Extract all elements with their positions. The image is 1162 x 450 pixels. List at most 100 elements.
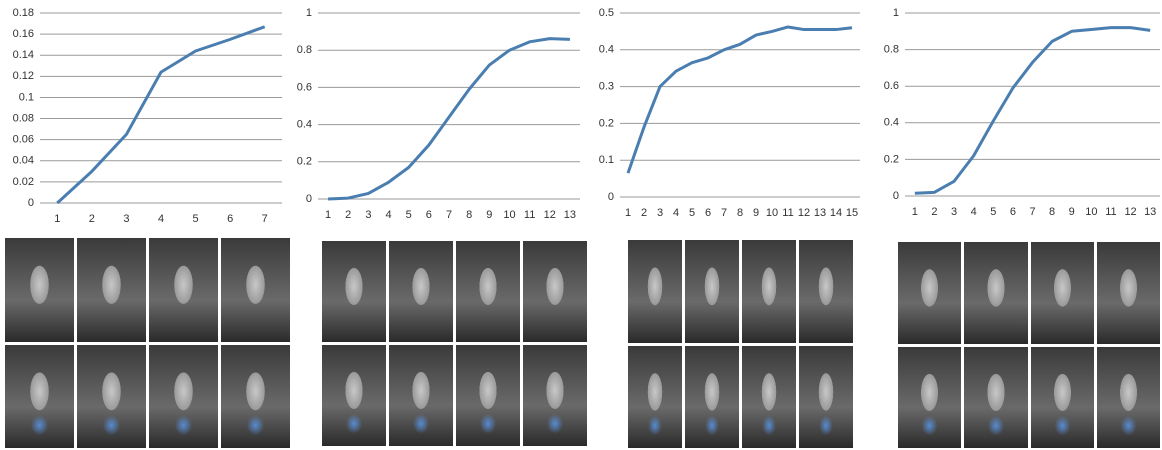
y-tick-label: 0 [306,193,312,205]
y-tick-label: 0.8 [884,44,899,56]
page: {"chart_data": [ {"type": "line", "categ… [0,0,1162,450]
y-tick-label: 0.04 [13,155,34,167]
x-tick-label: 7 [262,213,268,225]
x-tick-label: 5 [990,206,996,218]
y-tick-label: 0.12 [13,70,34,82]
y-tick-label: 0.6 [297,81,312,93]
y-tick-label: 0.8 [297,44,312,56]
face-image [523,241,587,342]
heatmap-image [389,345,453,446]
x-tick-label: 12 [798,207,810,219]
y-tick-label: 0.4 [884,117,899,129]
y-tick-label: 0.02 [13,176,34,188]
x-tick-label: 4 [158,213,164,225]
x-tick-label: 14 [830,207,842,219]
data-line [628,27,852,173]
x-tick-label: 7 [721,207,727,219]
y-tick-label: 0.2 [297,156,312,168]
x-tick-label: 10 [503,209,515,221]
y-tick-label: 0.4 [599,44,614,56]
x-tick-label: 8 [466,209,472,221]
face-image [322,241,386,342]
face-image [389,241,453,342]
face-image [1097,242,1160,344]
heatmap-image [898,347,961,449]
heatmap-image [742,346,796,449]
face-image [77,238,146,342]
y-tick-label: 0.06 [13,134,34,146]
x-tick-label: 10 [1085,206,1097,218]
face-image [799,240,853,343]
face-image [964,242,1027,344]
x-tick-label: 1 [325,209,331,221]
x-tick-label: 1 [912,206,918,218]
face-image [221,238,290,342]
face-sequence [322,241,587,446]
x-tick-label: 6 [705,207,711,219]
x-tick-label: 6 [227,213,233,225]
x-tick-label: 12 [1124,206,1136,218]
heatmap-image [322,345,386,446]
face-image [149,238,218,342]
data-line [57,27,264,203]
y-tick-label: 0.08 [13,112,34,124]
y-tick-label: 0.1 [19,91,34,103]
y-tick-label: 0.4 [297,119,312,131]
face-image [456,241,520,342]
y-tick-label: 0 [608,191,614,203]
data-line [915,28,1150,194]
y-tick-label: 0.2 [884,153,899,165]
data-line [328,39,570,199]
x-tick-label: 8 [737,207,743,219]
y-tick-label: 0.16 [13,28,34,40]
face-image [1031,242,1094,344]
heatmap-image [685,346,739,449]
face-sequence [898,242,1160,448]
y-tick-label: 0.1 [599,154,614,166]
face-image [5,238,74,342]
x-tick-label: 6 [1010,206,1016,218]
heatmap-image [149,345,218,449]
y-tick-label: 0.14 [13,49,34,61]
face-image [742,240,796,343]
face-image [628,240,682,343]
x-tick-label: 9 [1069,206,1075,218]
x-tick-label: 11 [1105,206,1116,218]
x-tick-label: 5 [193,213,199,225]
heatmap-image [1031,347,1094,449]
x-tick-label: 7 [446,209,452,221]
x-tick-label: 3 [365,209,371,221]
x-tick-label: 15 [846,207,858,219]
heatmap-image [5,345,74,449]
x-tick-label: 4 [673,207,679,219]
x-tick-label: 7 [1029,206,1035,218]
y-tick-label: 0.5 [599,7,614,19]
x-tick-label: 8 [1049,206,1055,218]
heatmap-image [964,347,1027,449]
x-tick-label: 6 [426,209,432,221]
heatmap-image [799,346,853,449]
y-tick-label: 0.3 [599,81,614,93]
x-tick-label: 2 [89,213,95,225]
x-tick-label: 5 [406,209,412,221]
x-tick-label: 13 [564,209,576,221]
face-sequence [5,238,290,448]
x-tick-label: 3 [657,207,663,219]
heatmap-image [523,345,587,446]
y-tick-label: 0.18 [13,7,34,19]
x-tick-label: 10 [766,207,778,219]
heatmap-image [77,345,146,449]
y-tick-label: 0 [893,190,899,202]
x-tick-label: 12 [544,209,556,221]
x-tick-label: 11 [524,209,535,221]
x-tick-label: 2 [931,206,937,218]
x-tick-label: 1 [625,207,631,219]
face-sequence [628,240,853,448]
face-image [685,240,739,343]
face-image [898,242,961,344]
x-tick-label: 13 [814,207,826,219]
x-tick-label: 2 [345,209,351,221]
heatmap-image [456,345,520,446]
x-tick-label: 2 [641,207,647,219]
